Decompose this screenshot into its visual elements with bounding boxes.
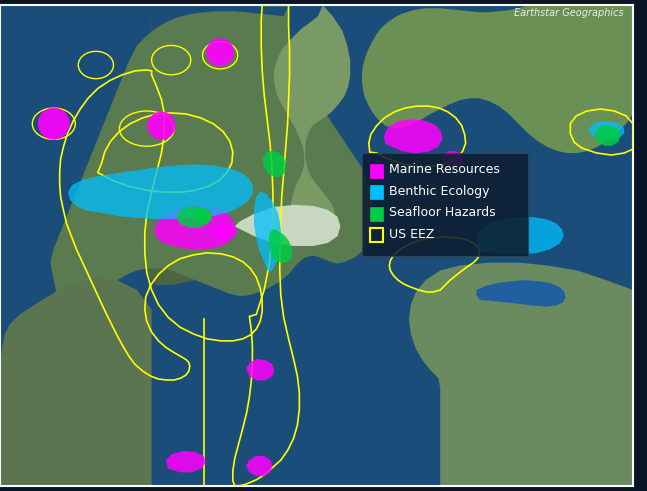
Bar [370, 228, 384, 242]
Polygon shape [193, 209, 212, 223]
Bar [370, 207, 384, 220]
Polygon shape [263, 151, 286, 177]
Text: Marine Resources: Marine Resources [389, 163, 500, 176]
Polygon shape [384, 120, 442, 153]
Polygon shape [274, 5, 350, 241]
Polygon shape [254, 192, 281, 271]
Polygon shape [51, 5, 374, 306]
Bar [362, 153, 528, 256]
Text: US EEZ: US EEZ [389, 228, 435, 241]
Polygon shape [148, 112, 175, 139]
Polygon shape [210, 223, 237, 239]
Polygon shape [166, 451, 206, 472]
Polygon shape [206, 39, 234, 66]
Polygon shape [409, 263, 633, 486]
Text: Benthic Ecology: Benthic Ecology [389, 185, 490, 198]
Polygon shape [0, 278, 151, 486]
Polygon shape [137, 5, 367, 285]
Polygon shape [589, 122, 624, 139]
Polygon shape [247, 359, 274, 380]
Polygon shape [476, 280, 565, 307]
Polygon shape [595, 126, 620, 145]
Polygon shape [477, 218, 564, 254]
Polygon shape [235, 205, 340, 246]
Polygon shape [333, 5, 633, 153]
Text: Earthstar Geographics: Earthstar Geographics [514, 8, 623, 18]
Polygon shape [442, 151, 464, 168]
Bar [370, 164, 384, 178]
Polygon shape [269, 229, 292, 263]
Text: Seafloor Hazards: Seafloor Hazards [389, 206, 496, 219]
Polygon shape [247, 456, 272, 476]
Polygon shape [177, 207, 210, 227]
Polygon shape [38, 108, 69, 139]
Bar [370, 185, 384, 199]
Polygon shape [69, 165, 252, 218]
Polygon shape [155, 206, 235, 249]
